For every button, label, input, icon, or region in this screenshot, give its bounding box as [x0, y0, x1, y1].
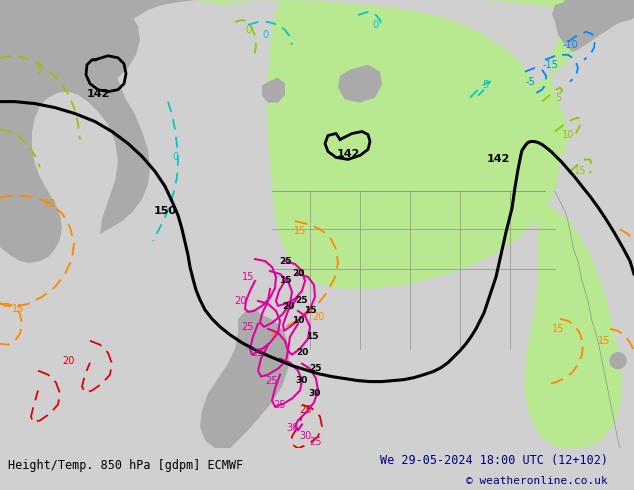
Text: 0: 0: [372, 20, 378, 30]
Text: 20: 20: [234, 296, 246, 306]
Polygon shape: [262, 78, 285, 102]
Polygon shape: [72, 0, 140, 88]
Text: 20: 20: [312, 312, 324, 322]
Text: 10: 10: [44, 199, 56, 209]
Text: 15: 15: [304, 306, 316, 316]
Text: 15: 15: [12, 304, 24, 314]
Text: 142: 142: [336, 149, 359, 159]
Text: 25: 25: [279, 257, 291, 266]
Text: 15: 15: [294, 226, 306, 236]
Polygon shape: [195, 0, 560, 289]
Text: Height/Temp. 850 hPa [gdpm] ECMWF: Height/Temp. 850 hPa [gdpm] ECMWF: [8, 459, 243, 471]
Text: 30: 30: [299, 431, 311, 441]
Text: 25: 25: [309, 438, 321, 447]
Text: 20: 20: [61, 356, 74, 366]
Text: 30: 30: [286, 423, 298, 434]
Text: 25: 25: [274, 399, 286, 410]
Text: -15: -15: [542, 60, 558, 70]
Text: 15: 15: [552, 324, 564, 334]
Text: 5: 5: [555, 93, 561, 102]
Text: 0: 0: [172, 152, 178, 162]
Polygon shape: [555, 0, 634, 52]
Text: 142: 142: [486, 154, 510, 165]
Polygon shape: [480, 0, 615, 159]
Text: 25: 25: [299, 406, 311, 416]
Text: 25: 25: [252, 348, 264, 358]
Text: 15: 15: [279, 276, 291, 286]
Text: 15: 15: [242, 272, 254, 282]
Polygon shape: [525, 199, 622, 448]
Polygon shape: [205, 393, 228, 426]
Text: 10: 10: [562, 129, 574, 140]
Text: 30: 30: [296, 376, 308, 385]
Text: 15: 15: [598, 336, 610, 346]
Polygon shape: [552, 2, 580, 25]
Text: We 29-05-2024 18:00 UTC (12+102): We 29-05-2024 18:00 UTC (12+102): [380, 454, 609, 466]
Text: 0: 0: [245, 25, 251, 35]
Text: 25: 25: [295, 296, 308, 305]
Circle shape: [610, 353, 626, 368]
Polygon shape: [200, 309, 290, 448]
Text: 25: 25: [310, 364, 322, 373]
Text: 142: 142: [86, 89, 110, 98]
Polygon shape: [94, 26, 122, 50]
Polygon shape: [0, 0, 195, 263]
Text: -10: -10: [562, 40, 578, 50]
Text: 20: 20: [296, 348, 308, 357]
Text: 10: 10: [292, 317, 304, 325]
Text: 30: 30: [309, 389, 321, 398]
Text: 150: 150: [153, 206, 176, 216]
Text: © weatheronline.co.uk: © weatheronline.co.uk: [466, 476, 608, 486]
Text: 25: 25: [242, 322, 254, 332]
Polygon shape: [338, 65, 382, 102]
Text: 5: 5: [482, 80, 488, 90]
Text: 25: 25: [266, 376, 278, 386]
Text: 20: 20: [281, 302, 294, 311]
Text: 5: 5: [35, 65, 41, 75]
Text: -5: -5: [525, 77, 535, 87]
Text: 15: 15: [306, 332, 318, 341]
Text: 15: 15: [574, 167, 586, 176]
Text: 20: 20: [292, 270, 304, 278]
Text: 0: 0: [262, 30, 268, 40]
